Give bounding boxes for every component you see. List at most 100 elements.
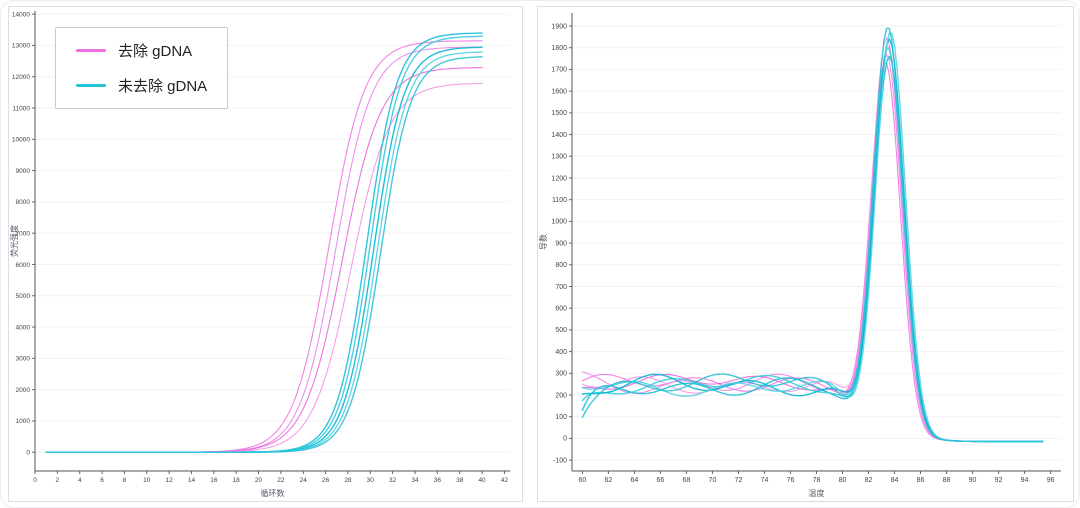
legend-label: 去除 gDNA bbox=[118, 43, 193, 60]
y-tick-label: 800 bbox=[555, 262, 567, 269]
y-tick-label: 600 bbox=[555, 306, 567, 313]
y-tick-label: 100 bbox=[555, 414, 567, 421]
y-tick-label: 3000 bbox=[16, 356, 31, 363]
x-tick-label: 70 bbox=[709, 477, 717, 484]
x-tick-label: 10 bbox=[143, 477, 151, 484]
x-tick-label: 82 bbox=[865, 477, 873, 484]
y-axis-title: 导数 bbox=[538, 234, 548, 250]
x-tick-label: 84 bbox=[891, 477, 899, 484]
y-tick-label: 1000 bbox=[16, 418, 31, 425]
legend-label: 未去除 gDNA bbox=[118, 78, 208, 95]
x-tick-label: 20 bbox=[255, 477, 263, 484]
x-tick-label: 6 bbox=[100, 477, 104, 484]
y-tick-label: 14000 bbox=[12, 11, 30, 18]
legend: 去除 gDNA 未去除 gDNA bbox=[55, 27, 229, 109]
y-tick-label: 300 bbox=[555, 371, 567, 378]
series-line bbox=[45, 51, 483, 453]
x-tick-label: 66 bbox=[657, 477, 665, 484]
x-tick-label: 2 bbox=[56, 477, 60, 484]
legend-swatch bbox=[76, 84, 106, 87]
y-axis-title: 荧光强度 bbox=[9, 225, 19, 257]
x-tick-label: 38 bbox=[456, 477, 464, 484]
x-tick-label: 12 bbox=[166, 477, 174, 484]
y-tick-label: 1900 bbox=[551, 23, 567, 30]
y-tick-label: 1200 bbox=[551, 175, 567, 182]
series-line bbox=[581, 27, 1044, 443]
x-tick-label: 86 bbox=[917, 477, 925, 484]
legend-swatch bbox=[76, 49, 106, 52]
legend-item-not-removed-gdna: 未去除 gDNA bbox=[76, 75, 207, 96]
y-tick-label: 900 bbox=[555, 240, 567, 247]
series-line bbox=[45, 67, 483, 453]
y-tick-label: 7000 bbox=[16, 230, 31, 237]
x-tick-label: 16 bbox=[210, 477, 218, 484]
y-tick-label: -100 bbox=[553, 457, 567, 464]
x-tick-label: 80 bbox=[839, 477, 847, 484]
y-tick-label: 10000 bbox=[12, 137, 30, 144]
x-tick-label: 30 bbox=[367, 477, 375, 484]
x-tick-label: 74 bbox=[761, 477, 769, 484]
x-tick-label: 78 bbox=[813, 477, 821, 484]
x-tick-label: 28 bbox=[344, 477, 352, 484]
x-tick-label: 18 bbox=[233, 477, 241, 484]
x-tick-label: 90 bbox=[969, 477, 977, 484]
series-line bbox=[45, 82, 483, 453]
y-tick-label: 500 bbox=[555, 327, 567, 334]
x-tick-label: 8 bbox=[123, 477, 127, 484]
x-tick-label: 64 bbox=[631, 477, 639, 484]
x-tick-label: 88 bbox=[943, 477, 951, 484]
y-tick-label: 1300 bbox=[551, 154, 567, 161]
x-tick-label: 26 bbox=[322, 477, 330, 484]
melt-curve-plot: -100 0 100 200 300 400 500 600 700 800 900 1000 1100… bbox=[538, 13, 1061, 498]
x-tick-label: 22 bbox=[277, 477, 285, 484]
series-line bbox=[45, 56, 483, 453]
y-tick-label: 1500 bbox=[551, 110, 567, 117]
x-tick-label: 24 bbox=[300, 477, 308, 484]
x-tick-label: 4 bbox=[78, 477, 82, 484]
series-line bbox=[581, 55, 1044, 443]
x-tick-label: 76 bbox=[787, 477, 795, 484]
x-tick-label: 34 bbox=[411, 477, 419, 484]
x-tick-label: 60 bbox=[579, 477, 587, 484]
y-tick-label: 1700 bbox=[551, 67, 567, 74]
y-tick-label: 1600 bbox=[551, 88, 567, 95]
x-tick-label: 14 bbox=[188, 477, 196, 484]
y-tick-label: 1800 bbox=[551, 45, 567, 52]
y-tick-label: 8000 bbox=[16, 199, 31, 206]
x-axis-title: 温度 bbox=[809, 488, 825, 498]
y-tick-label: 6000 bbox=[16, 262, 31, 269]
x-tick-label: 94 bbox=[1021, 477, 1029, 484]
amplification-chart-panel: 去除 gDNA 未去除 gDNA 0 1000 2000 3000 4000 5000 60… bbox=[8, 6, 523, 502]
y-tick-label: 12000 bbox=[12, 74, 30, 81]
y-tick-label: 1000 bbox=[551, 219, 567, 226]
amplification-plot: 0100020003000400050006000700080009000100… bbox=[9, 11, 510, 498]
x-tick-label: 96 bbox=[1047, 477, 1055, 484]
y-tick-label: 11000 bbox=[12, 105, 30, 112]
x-tick-label: 72 bbox=[735, 477, 743, 484]
y-tick-label: 13000 bbox=[12, 43, 30, 50]
y-tick-label: 1400 bbox=[551, 132, 567, 139]
y-tick-label: 0 bbox=[563, 436, 567, 443]
y-tick-label: 2000 bbox=[16, 387, 31, 394]
x-axis-title: 循环数 bbox=[261, 488, 285, 498]
y-tick-label: 400 bbox=[555, 349, 567, 356]
y-tick-label: 700 bbox=[555, 284, 567, 291]
melt-curve-panel: -100 0 100 200 300 400 500 600 700 800 900 1000 1100… bbox=[537, 6, 1074, 502]
x-tick-label: 0 bbox=[33, 477, 37, 484]
x-tick-label: 40 bbox=[478, 477, 486, 484]
series-line bbox=[581, 32, 1044, 443]
y-tick-label: 4000 bbox=[16, 324, 31, 331]
y-tick-label: 0 bbox=[26, 450, 30, 457]
y-tick-label: 9000 bbox=[16, 168, 31, 175]
x-tick-label: 32 bbox=[389, 477, 397, 484]
x-tick-label: 68 bbox=[683, 477, 691, 484]
x-tick-label: 36 bbox=[434, 477, 442, 484]
y-tick-label: 1100 bbox=[552, 197, 567, 204]
x-tick-label: 92 bbox=[995, 477, 1003, 484]
y-tick-label: 200 bbox=[555, 392, 567, 399]
y-tick-label: 5000 bbox=[16, 293, 31, 300]
x-tick-label: 62 bbox=[605, 477, 613, 484]
legend-item-removed-gdna: 去除 gDNA bbox=[76, 40, 207, 61]
x-tick-label: 42 bbox=[501, 477, 509, 484]
